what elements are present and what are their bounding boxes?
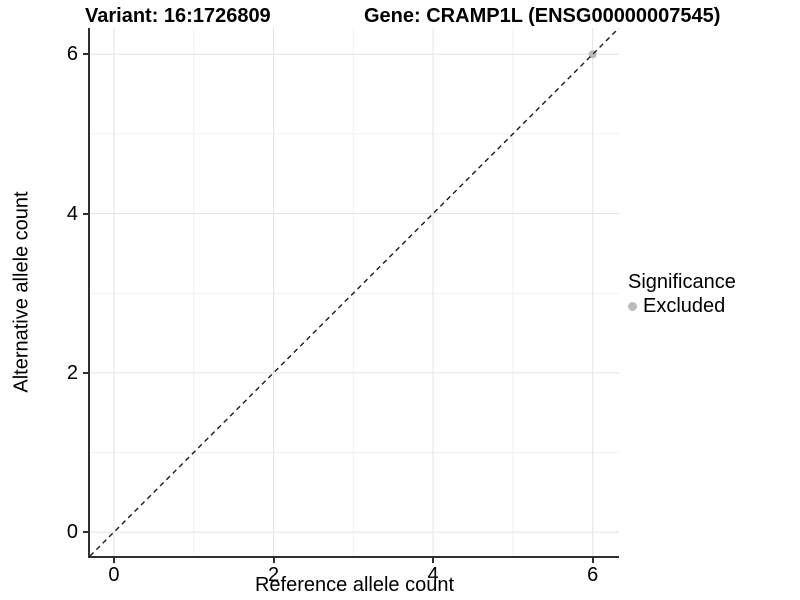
y-tick-label: 0 <box>66 521 78 544</box>
x-tick-label: 4 <box>427 564 439 586</box>
y-tick-label: 4 <box>66 202 78 225</box>
chart-area <box>90 28 619 556</box>
legend-title: Significance <box>628 271 736 293</box>
legend-item-excluded: Excluded <box>628 295 736 317</box>
x-axis-tick <box>432 558 435 563</box>
x-axis-tick <box>591 558 594 563</box>
x-tick-label: 0 <box>108 564 120 586</box>
identity-reference-line <box>90 28 619 556</box>
x-axis-tick <box>272 558 275 563</box>
gene-title: Gene: CRAMP1L (ENSG00000007545) <box>364 5 721 27</box>
y-axis-tick <box>83 371 88 374</box>
y-axis-tick <box>83 53 88 56</box>
x-axis-title: Reference allele count <box>254 574 454 596</box>
y-axis-title: Alternative allele count <box>10 191 33 393</box>
y-tick-label: 6 <box>66 43 78 66</box>
y-axis-tick <box>83 212 88 215</box>
legend: Significance Excluded <box>628 271 736 317</box>
y-tick-label: 2 <box>66 361 78 384</box>
x-tick-label: 2 <box>267 564 280 586</box>
x-tick-label: 6 <box>587 564 599 586</box>
x-axis-tick <box>112 558 115 563</box>
y-axis-tick <box>83 531 88 534</box>
legend-item-label: Excluded <box>643 295 726 317</box>
excluded-point-icon <box>628 301 637 311</box>
plot-panel <box>88 28 619 558</box>
variant-title: Variant: 16:1726809 <box>85 5 271 27</box>
